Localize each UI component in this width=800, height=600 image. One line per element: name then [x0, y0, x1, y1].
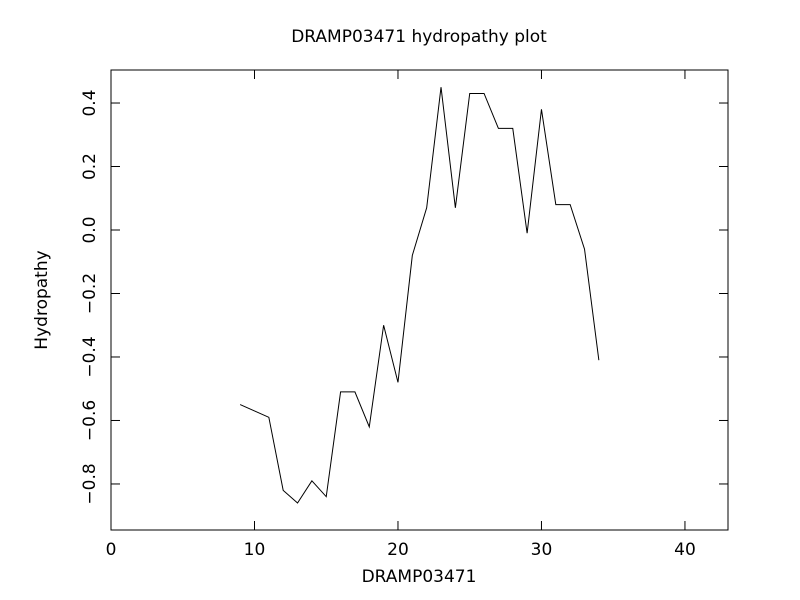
- x-axis-label: DRAMP03471: [362, 567, 477, 587]
- y-tick-label: 0.4: [80, 89, 100, 116]
- plot-frame: [110, 69, 729, 531]
- y-tick-label: 0.2: [80, 153, 100, 180]
- x-tick-label: 0: [106, 540, 117, 560]
- y-tick-label: −0.8: [80, 463, 100, 504]
- x-tick-label: 10: [244, 540, 266, 560]
- y-tick-label: 0.0: [80, 216, 100, 243]
- x-tick-label: 40: [674, 540, 696, 560]
- y-axis-label: Hydropathy: [32, 250, 52, 349]
- x-tick-label: 30: [531, 540, 553, 560]
- y-tick-label: −0.6: [80, 400, 100, 441]
- y-tick-label: −0.2: [80, 273, 100, 314]
- data-line: [239, 87, 600, 504]
- y-tick-label: −0.4: [80, 336, 100, 377]
- x-tick-label: 20: [387, 540, 409, 560]
- chart-title: DRAMP03471 hydropathy plot: [291, 27, 547, 47]
